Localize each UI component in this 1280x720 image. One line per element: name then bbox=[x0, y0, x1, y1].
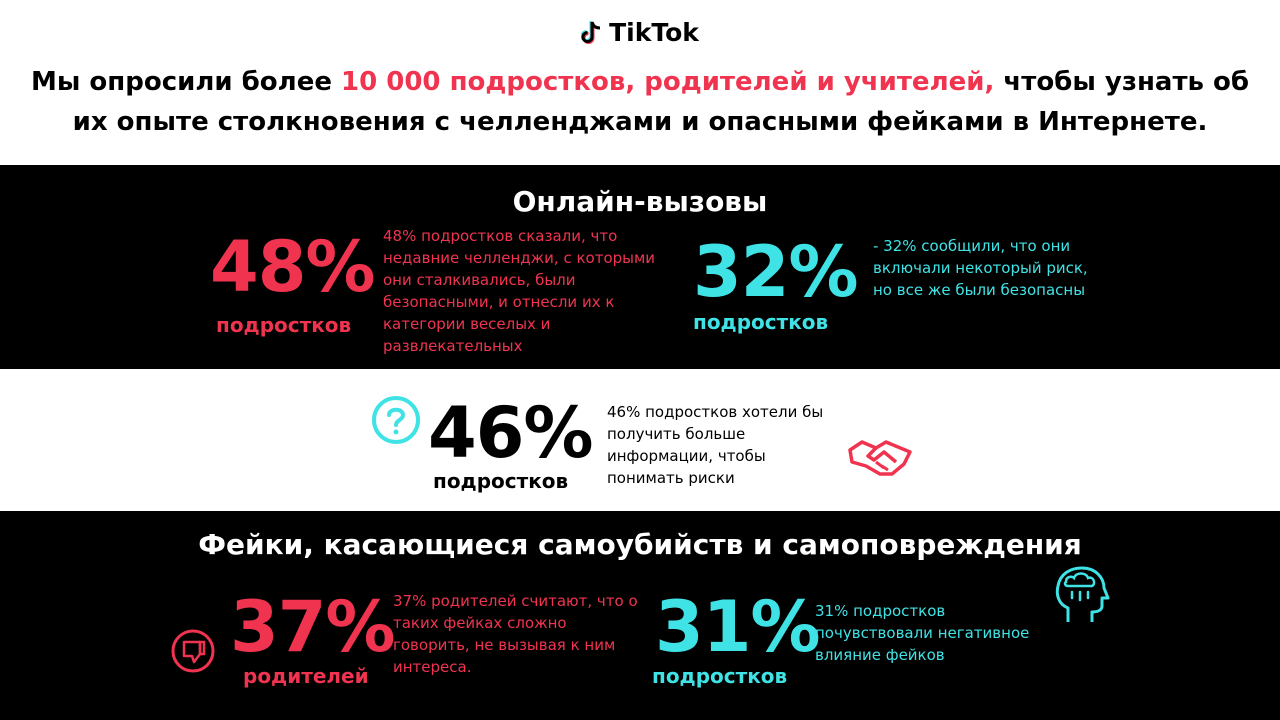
stat-46-description: 46% подростков хотели бы получить больше… bbox=[607, 403, 824, 487]
stat-37-description: 37% родителей считают, что о таких фейка… bbox=[393, 592, 638, 676]
headline-part1: Мы опросили более bbox=[30, 67, 342, 97]
tiktok-logo: TikTok bbox=[0, 18, 1280, 47]
stat-48-label: подростков bbox=[216, 313, 352, 337]
header bbox=[0, 0, 1280, 165]
stat-31-value: 31% bbox=[655, 586, 821, 668]
section1-title: Онлайн-вызовы bbox=[512, 185, 768, 218]
section-info-need bbox=[0, 369, 1280, 511]
section3-title: Фейки, касающиеся самоубийств и самоповр… bbox=[198, 528, 1082, 561]
stat-31-label: подростков bbox=[652, 664, 788, 688]
logo-text: TikTok bbox=[609, 18, 699, 47]
page-headline: Мы опросили более 10 000 подростков, род… bbox=[20, 62, 1260, 142]
headline-highlight: 10 000 подростков, родителей и учителей, bbox=[341, 67, 995, 97]
thumbs-down-icon bbox=[170, 628, 216, 674]
stat-48-value: 48% bbox=[210, 226, 376, 308]
question-mark-icon bbox=[370, 394, 422, 446]
stat-46-label: подростков bbox=[433, 469, 569, 493]
stat-32-value: 32% bbox=[693, 231, 859, 313]
stat-32-description: - 32% сообщили, что они включали некотор… bbox=[873, 237, 1088, 299]
stat-31-description: 31% подростков почувствовали негативное … bbox=[815, 602, 1030, 664]
stat-46-value: 46% bbox=[428, 392, 594, 474]
stat-37-label: родителей bbox=[243, 664, 369, 688]
stat-32-label: подростков bbox=[693, 310, 829, 334]
section-online-challenges bbox=[0, 165, 1280, 369]
stat-48-description: 48% подростков сказали, что недавние чел… bbox=[383, 227, 656, 355]
handshake-icon bbox=[846, 430, 914, 482]
head-cloud-icon bbox=[1052, 560, 1112, 626]
tiktok-note-icon bbox=[580, 21, 603, 45]
headline-part2: чтобы узнать об их опыте столкновения с … bbox=[72, 67, 1250, 137]
stat-37-value: 37% bbox=[230, 586, 396, 668]
